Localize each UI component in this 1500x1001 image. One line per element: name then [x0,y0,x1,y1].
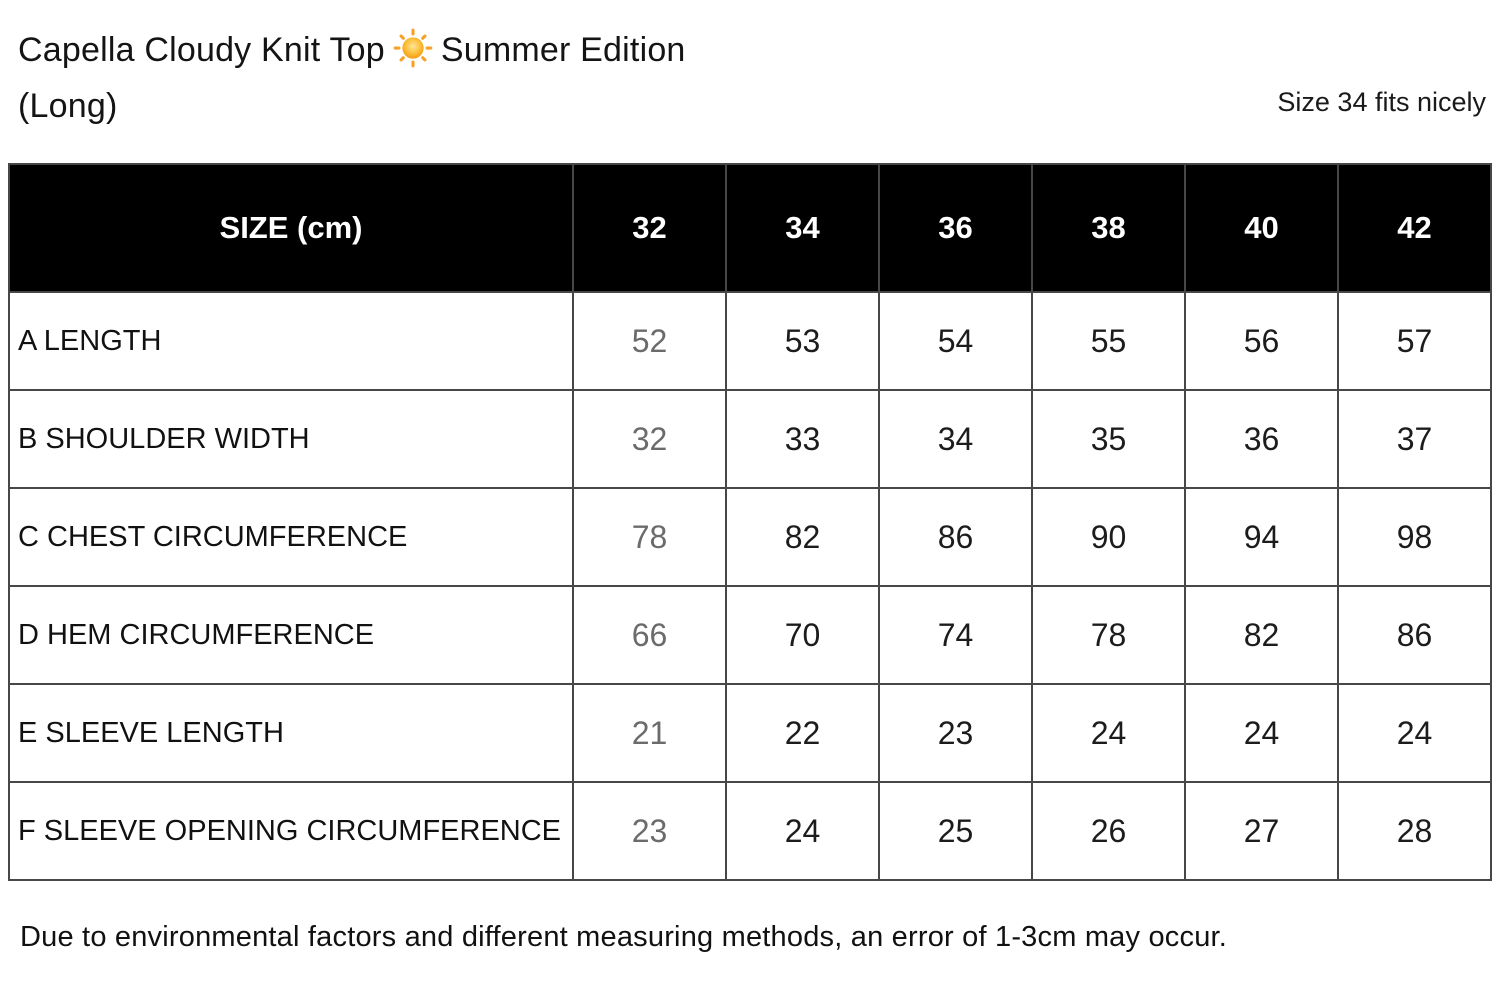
size-value: 24 [1184,683,1339,783]
measurement-label: D HEM CIRCUMFERENCE [8,585,574,685]
table-row: C CHEST CIRCUMFERENCE 78 82 86 90 94 98 [8,487,1492,587]
size-column-header: 34 [725,163,880,293]
size-value: 22 [725,683,880,783]
table-row: D HEM CIRCUMFERENCE 66 70 74 78 82 86 [8,585,1492,685]
size-column-header: 40 [1184,163,1339,293]
size-header-label: SIZE (cm) [8,163,574,293]
size-value: 90 [1031,487,1186,587]
size-value: 21 [572,683,727,783]
sun-icon [393,28,433,68]
product-title-line2: (Long) [18,87,118,125]
size-value: 78 [572,487,727,587]
table-row: A LENGTH 52 53 54 55 56 57 [8,291,1492,391]
table-row: F SLEEVE OPENING CIRCUMFERENCE 23 24 25 … [8,781,1492,881]
size-value: 33 [725,389,880,489]
size-column-header: 32 [572,163,727,293]
size-value: 86 [878,487,1033,587]
measurement-label: E SLEEVE LENGTH [8,683,574,783]
measurement-label: A LENGTH [8,291,574,391]
size-value: 54 [878,291,1033,391]
size-value: 23 [878,683,1033,783]
size-value: 70 [725,585,880,685]
size-value: 82 [725,487,880,587]
size-value: 66 [572,585,727,685]
table-row: B SHOULDER WIDTH 32 33 34 35 36 37 [8,389,1492,489]
size-column-header: 36 [878,163,1033,293]
product-title: Capella Cloudy Knit Top [18,22,878,134]
size-column-header: 38 [1031,163,1186,293]
size-value: 74 [878,585,1033,685]
product-title-line1: Capella Cloudy Knit Top [18,22,878,78]
fit-note-size: Size 34 fits nicely [1277,87,1486,117]
size-value: 28 [1337,781,1492,881]
size-value: 52 [572,291,727,391]
size-value: 24 [725,781,880,881]
size-value: 23 [572,781,727,881]
size-value: 78 [1031,585,1186,685]
size-column-header: 42 [1337,163,1492,293]
size-value: 35 [1031,389,1186,489]
size-value: 86 [1337,585,1492,685]
size-value: 37 [1337,389,1492,489]
size-value: 57 [1337,291,1492,391]
header-row: SIZE (cm) 32 34 36 38 40 42 [8,163,1492,293]
size-value: 24 [1031,683,1186,783]
size-chart-table: SIZE (cm) 32 34 36 38 40 42 A LENGTH 52 … [8,163,1492,881]
size-value: 56 [1184,291,1339,391]
size-value: 82 [1184,585,1339,685]
size-value: 26 [1031,781,1186,881]
measurement-label: C CHEST CIRCUMFERENCE [8,487,574,587]
size-value: 24 [1337,683,1492,783]
size-value: 36 [1184,389,1339,489]
size-value: 98 [1337,487,1492,587]
measurement-label: F SLEEVE OPENING CIRCUMFERENCE [8,781,574,881]
size-value: 27 [1184,781,1339,881]
measurement-disclaimer: Due to environmental factors and differe… [20,921,1228,953]
size-value: 55 [1031,291,1186,391]
measurement-label: B SHOULDER WIDTH [8,389,574,489]
size-value: 32 [572,389,727,489]
size-value: 25 [878,781,1033,881]
size-chart-header: SIZE (cm) 32 34 36 38 40 42 [8,163,1492,293]
size-value: 34 [878,389,1033,489]
product-title-part1: Capella Cloudy Knit Top [18,31,385,69]
size-value: 53 [725,291,880,391]
size-value: 94 [1184,487,1339,587]
product-title-part2: Summer Edition [440,31,686,69]
table-row: E SLEEVE LENGTH 21 22 23 24 24 24 [8,683,1492,783]
